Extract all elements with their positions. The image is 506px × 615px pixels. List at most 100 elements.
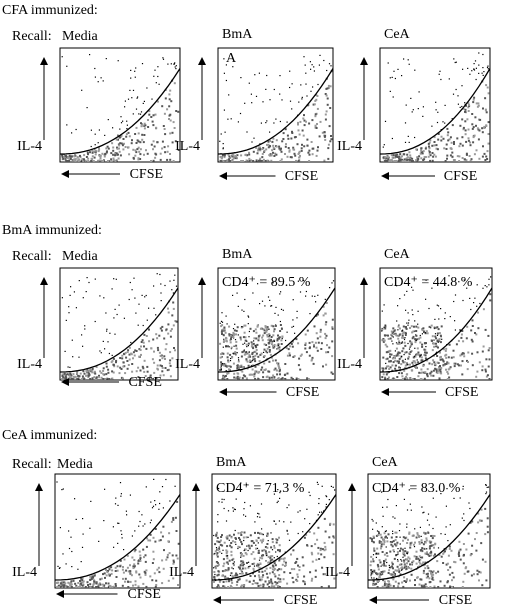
event-dot xyxy=(259,157,262,160)
event-dot xyxy=(262,554,265,557)
event-dot xyxy=(482,107,484,110)
event-dot xyxy=(417,108,419,110)
event-dot xyxy=(225,580,228,583)
event-dot xyxy=(487,486,490,488)
event-dot xyxy=(261,540,264,542)
event-dot xyxy=(372,520,374,522)
event-dot xyxy=(253,340,255,342)
event-dot xyxy=(313,66,315,68)
event-dot xyxy=(117,60,119,62)
event-dot xyxy=(401,75,403,77)
event-dot xyxy=(159,539,162,542)
event-dot xyxy=(314,569,317,572)
event-dot xyxy=(129,580,132,583)
event-dot xyxy=(82,345,84,347)
event-dot xyxy=(236,375,239,378)
event-dot xyxy=(242,343,244,345)
event-dot xyxy=(391,76,393,78)
event-dot xyxy=(220,368,222,370)
event-dot xyxy=(305,351,308,354)
event-dot xyxy=(407,158,410,161)
event-dot xyxy=(401,334,404,337)
event-dot xyxy=(410,325,413,328)
event-dot xyxy=(385,351,388,354)
event-dot xyxy=(111,142,114,145)
event-dot xyxy=(226,545,229,548)
event-dot xyxy=(245,579,248,582)
event-dot xyxy=(135,151,138,154)
event-dot xyxy=(474,116,477,119)
event-dot xyxy=(152,159,155,162)
event-dot xyxy=(414,136,416,139)
panel-label: CeA xyxy=(384,247,411,262)
event-dot xyxy=(143,370,146,373)
event-dot xyxy=(264,569,267,572)
event-dot xyxy=(321,131,324,134)
event-dot xyxy=(126,566,129,569)
event-dot xyxy=(226,323,228,325)
event-dot xyxy=(283,374,286,376)
event-dot xyxy=(481,369,484,372)
event-dot xyxy=(100,376,103,379)
event-dot xyxy=(117,542,119,544)
event-dot xyxy=(64,350,66,352)
event-dot xyxy=(260,352,263,355)
event-dot xyxy=(124,580,126,583)
event-dot xyxy=(260,578,263,581)
event-dot xyxy=(94,149,97,152)
event-dot xyxy=(92,575,94,578)
event-dot xyxy=(256,152,259,155)
event-dot xyxy=(167,579,170,582)
event-dot xyxy=(223,375,226,378)
event-dot xyxy=(112,149,115,152)
event-dot xyxy=(384,343,387,346)
event-dot xyxy=(476,370,479,373)
event-dot xyxy=(485,111,488,114)
event-dot xyxy=(62,157,65,160)
event-dot xyxy=(273,328,276,331)
event-dot xyxy=(431,534,434,537)
event-dot xyxy=(62,488,64,490)
event-dot xyxy=(383,339,386,342)
event-dot xyxy=(152,558,155,561)
event-dot xyxy=(419,526,421,528)
event-dot xyxy=(430,575,433,578)
event-dot xyxy=(399,536,401,538)
event-dot xyxy=(95,376,98,379)
event-dot xyxy=(145,335,148,337)
event-dot xyxy=(274,367,277,370)
event-dot xyxy=(435,368,437,371)
event-dot xyxy=(393,543,396,546)
event-dot xyxy=(389,353,392,356)
event-dot xyxy=(148,113,151,116)
event-dot xyxy=(414,330,416,332)
event-dot xyxy=(106,377,109,380)
event-dot xyxy=(122,138,125,140)
event-dot xyxy=(241,366,244,368)
event-dot xyxy=(277,343,280,346)
event-dot xyxy=(132,113,134,115)
event-dot xyxy=(237,334,239,336)
event-dot xyxy=(251,563,254,565)
event-dot xyxy=(330,135,332,137)
event-dot xyxy=(466,287,468,289)
event-dot xyxy=(163,112,166,115)
event-dot xyxy=(420,539,423,542)
event-dot xyxy=(176,500,179,503)
event-dot xyxy=(418,155,421,158)
event-dot xyxy=(298,101,300,103)
event-dot xyxy=(420,359,423,362)
event-dot xyxy=(436,326,439,329)
event-dot xyxy=(450,549,453,552)
event-dot xyxy=(243,531,246,534)
event-dot xyxy=(247,342,250,345)
event-dot xyxy=(436,340,439,342)
event-dot xyxy=(279,320,281,323)
event-dot xyxy=(249,327,252,330)
event-dot xyxy=(403,576,406,579)
event-dot xyxy=(240,560,243,563)
event-dot xyxy=(72,356,74,358)
event-dot xyxy=(315,94,318,96)
event-dot xyxy=(305,120,307,123)
event-dot xyxy=(231,558,234,561)
